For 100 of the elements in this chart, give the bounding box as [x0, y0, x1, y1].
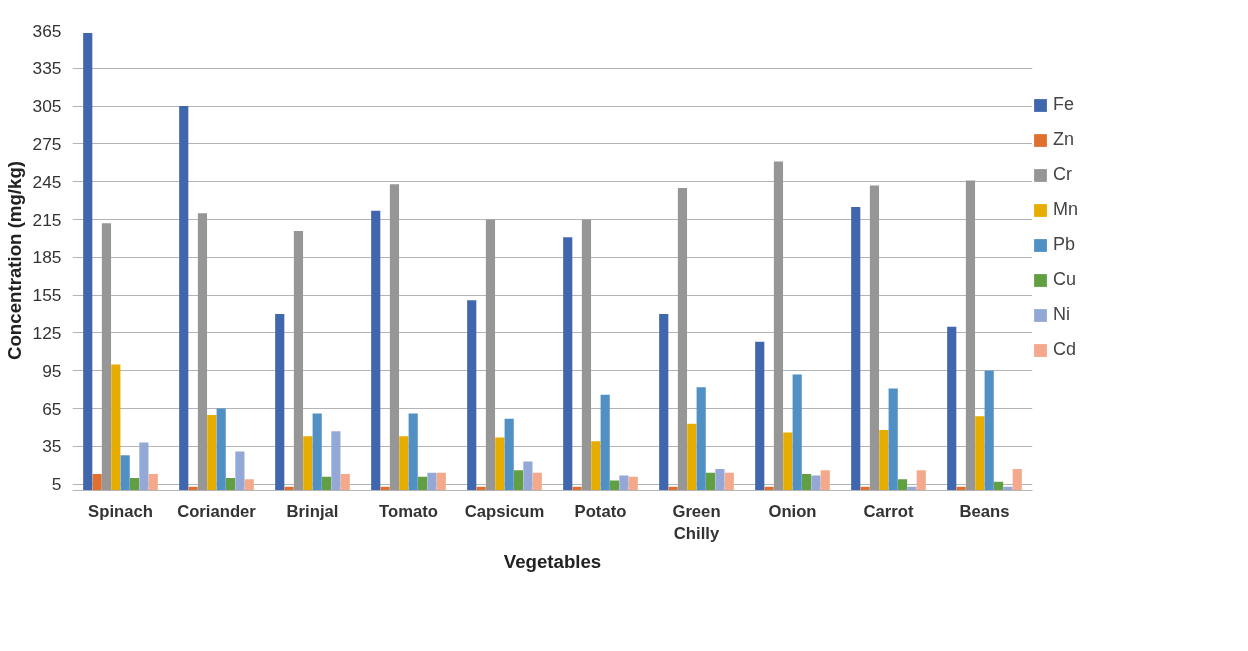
- legend-label: Zn: [1053, 129, 1075, 150]
- bar: [513, 470, 524, 491]
- y-tick-label: 335: [32, 58, 62, 79]
- bar: [677, 188, 688, 491]
- bar: [504, 418, 514, 491]
- bar: [495, 437, 505, 491]
- y-tick-label: 125: [32, 322, 62, 343]
- bar: [975, 416, 985, 491]
- bar: [427, 472, 437, 491]
- bar: [179, 106, 189, 491]
- bar: [532, 472, 542, 491]
- y-tick-label: 365: [32, 20, 62, 41]
- bar: [275, 314, 285, 491]
- bar: [129, 477, 140, 491]
- y-tick-label: 35: [42, 436, 62, 457]
- bar: [207, 414, 217, 491]
- x-tick-label: Spinach: [88, 501, 153, 521]
- y-tick-label: 155: [32, 285, 62, 306]
- legend-label: Cd: [1053, 339, 1077, 360]
- bar: [851, 206, 861, 491]
- bar: [399, 436, 409, 491]
- y-tick-label: 95: [42, 360, 62, 381]
- legend-label: Pb: [1053, 234, 1076, 255]
- x-tick-label: Beans: [959, 501, 1010, 521]
- y-tick-label: 65: [42, 398, 62, 419]
- bar: [83, 33, 93, 491]
- bar: [216, 408, 226, 491]
- bar: [244, 479, 254, 491]
- bar: [485, 219, 496, 491]
- bar: [600, 394, 610, 491]
- x-tick-label: Onion: [768, 501, 817, 521]
- bar: [340, 474, 350, 491]
- bar: [581, 219, 592, 491]
- bar: [801, 474, 812, 491]
- bar: [705, 472, 716, 491]
- bar: [563, 237, 573, 491]
- bar: [687, 423, 697, 491]
- bar: [92, 474, 102, 491]
- bar: [303, 436, 313, 491]
- bar: [436, 472, 446, 491]
- y-tick-label: 185: [32, 247, 62, 268]
- bar: [331, 431, 341, 491]
- bar: [916, 470, 926, 491]
- bar: [197, 213, 208, 491]
- bar: [293, 230, 304, 491]
- bar: [371, 210, 381, 491]
- bar: [811, 475, 821, 491]
- bar: [879, 430, 889, 491]
- x-tick-label: Brinjal: [286, 501, 339, 521]
- bar: [869, 185, 880, 491]
- bar: [888, 388, 898, 491]
- bar: [389, 184, 400, 491]
- x-tick-label: Coriander: [177, 501, 257, 521]
- bar: [609, 480, 620, 491]
- bar: [235, 451, 245, 491]
- bar: [724, 472, 734, 491]
- bar: [225, 477, 236, 491]
- bar: [820, 470, 830, 491]
- bar: [408, 413, 418, 491]
- bar: [773, 161, 784, 491]
- legend-label: Mn: [1053, 199, 1079, 220]
- bar: [1012, 469, 1022, 491]
- bar: [101, 223, 112, 491]
- bar: [783, 432, 793, 491]
- bar: [792, 374, 802, 491]
- bar: [417, 476, 428, 491]
- bar: [120, 455, 130, 491]
- bar: [947, 326, 957, 491]
- x-tick-label: Green Chilly: [672, 501, 721, 544]
- bar: [755, 341, 765, 491]
- bar: [965, 180, 976, 491]
- bar: [139, 442, 149, 491]
- bar: [897, 479, 908, 491]
- bar: [659, 314, 669, 491]
- y-tick-label: 5: [51, 474, 62, 495]
- bar: [984, 370, 994, 491]
- bar: [312, 413, 322, 491]
- y-axis-title: Concentration (mg/kg): [3, 161, 25, 360]
- bar: [148, 474, 158, 491]
- y-tick-label: 215: [32, 209, 62, 230]
- bar: [467, 300, 477, 491]
- bar: [619, 475, 629, 491]
- x-axis-title: Vegetables: [503, 551, 602, 573]
- x-tick-label: Tomato: [379, 501, 438, 521]
- x-tick-label: Potato: [574, 501, 627, 521]
- x-tick-label: Capsicum: [464, 501, 545, 521]
- legend-label: Cu: [1053, 269, 1077, 290]
- legend-label: Cr: [1053, 164, 1073, 185]
- bar: [628, 476, 638, 491]
- bar: [321, 476, 332, 491]
- y-tick-label: 275: [32, 133, 62, 154]
- x-tick-label: Carrot: [863, 501, 914, 521]
- y-tick-label: 305: [32, 96, 62, 117]
- bar: [523, 461, 533, 491]
- bar: [696, 387, 706, 491]
- legend-label: Fe: [1053, 94, 1075, 115]
- legend-label: Ni: [1053, 304, 1071, 325]
- bar: [715, 469, 725, 491]
- y-tick-label: 245: [32, 171, 62, 192]
- bar: [111, 364, 121, 491]
